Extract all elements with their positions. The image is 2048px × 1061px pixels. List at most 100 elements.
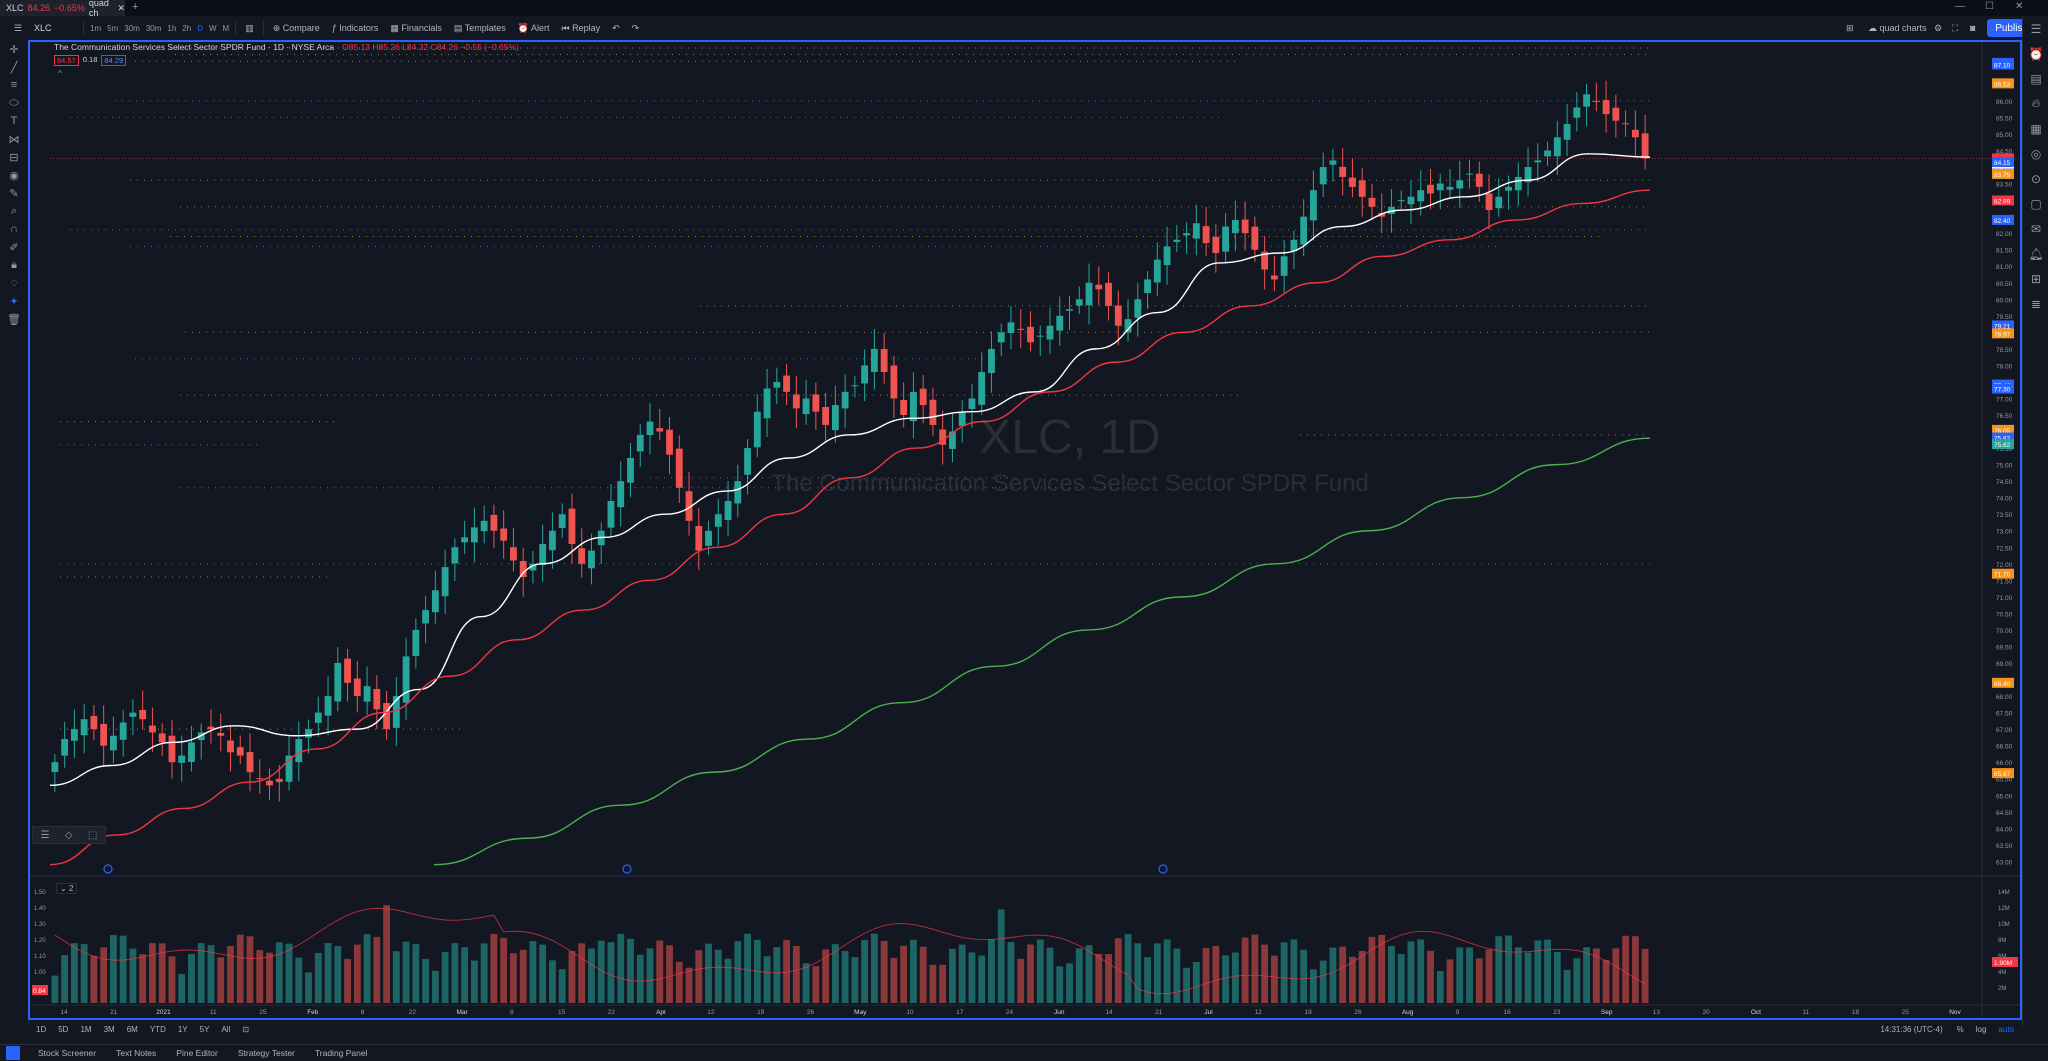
price-axis-label: 74.50	[1996, 479, 2013, 486]
minimize-icon[interactable]: —	[1955, 1, 1965, 12]
compare-button[interactable]: ⊕ Compare	[272, 22, 320, 33]
new-tab-icon[interactable]: +	[132, 1, 139, 13]
replay-button[interactable]: ⏮ Replay	[561, 22, 601, 33]
price-axis-label: 64.00	[1996, 826, 2013, 833]
tab-trading-panel[interactable]: Trading Panel	[314, 1048, 368, 1058]
hotlist-icon[interactable]: 🔥︎	[2031, 96, 2041, 110]
clock[interactable]: 14:31:36 (UTC-4)	[1880, 1024, 1943, 1034]
prediction-icon[interactable]: ⊟	[9, 151, 19, 164]
tab-text-notes[interactable]: Text Notes	[116, 1048, 157, 1058]
fib-icon[interactable]: ≡	[10, 79, 18, 91]
goto-date-icon[interactable]: ⊡	[242, 1024, 250, 1034]
range-5d[interactable]: 5D	[58, 1024, 69, 1034]
volume-pane-header[interactable]: ⌄ 2	[56, 883, 78, 894]
range-1d[interactable]: 1D	[36, 1024, 47, 1034]
volume-bar	[705, 943, 712, 1003]
trash-icon[interactable]: 🗑︎	[7, 313, 21, 326]
range-1y[interactable]: 1Y	[177, 1024, 188, 1034]
interval-30m[interactable]: 30m	[124, 23, 140, 33]
candles-icon[interactable]: ▥	[245, 22, 254, 33]
interval-5m[interactable]: 5m	[107, 23, 119, 33]
close-icon[interactable]: ✕	[117, 2, 125, 13]
interval-d[interactable]: D	[197, 23, 203, 33]
pattern-icon[interactable]: ⋈	[8, 133, 20, 146]
undo-icon[interactable]: ↶	[612, 22, 620, 33]
interval-1h[interactable]: 1h	[167, 23, 177, 33]
camera-icon[interactable]: ◙	[1970, 23, 1976, 33]
financials-button[interactable]: ▦ Financials	[390, 22, 442, 33]
legend-ohlc: O85.13 H85.26 L84.22 C84.26 −0.55 (−0.65…	[342, 42, 519, 52]
interval-m[interactable]: M	[222, 23, 230, 33]
chats-icon[interactable]: ▢	[2030, 196, 2042, 211]
select-icon[interactable]: ⬚	[87, 829, 98, 841]
volume-bar	[90, 955, 98, 1003]
brush-icon[interactable]: ⬭	[9, 96, 19, 109]
trendline-icon[interactable]: ╱	[10, 61, 18, 74]
layout-name-button[interactable]: ☁ quad charts	[1868, 22, 1927, 33]
alert-button[interactable]: ⏰ Alert	[517, 22, 550, 33]
messages-icon[interactable]: ✉	[2030, 221, 2042, 236]
maximize-icon[interactable]: ☐	[1985, 1, 1994, 12]
tab-stock-screener[interactable]: Stock Screener	[38, 1048, 97, 1058]
range-ytd[interactable]: YTD	[149, 1024, 166, 1034]
range-3m[interactable]: 3M	[103, 1024, 115, 1034]
interval-w[interactable]: W	[208, 23, 217, 33]
ideas-icon[interactable]: ◎	[2030, 146, 2042, 161]
hide-icon[interactable]: ◌	[10, 277, 18, 289]
range-1m[interactable]: 1M	[80, 1024, 92, 1034]
object-tree-icon[interactable]: ☰	[40, 829, 50, 841]
text-icon[interactable]: T	[10, 115, 18, 127]
lock-icon[interactable]: 🔒︎	[11, 258, 17, 271]
notifications-icon[interactable]: 🔔︎	[2028, 246, 2044, 261]
range-6m[interactable]: 6M	[126, 1024, 138, 1034]
alerts-icon[interactable]: ⏰	[2028, 46, 2044, 61]
interval-2h[interactable]: 2h	[182, 23, 192, 33]
order-panel-icon[interactable]: ⊞	[2030, 271, 2042, 286]
redo-icon[interactable]: ↷	[631, 22, 640, 33]
candle-body	[792, 394, 800, 409]
ruler-icon[interactable]: ✎	[9, 187, 19, 200]
scale-log[interactable]: log	[1975, 1024, 1987, 1034]
watchlist-icon[interactable]: ☰	[2030, 21, 2042, 36]
candle-body	[724, 500, 732, 520]
data-window-icon[interactable]: ▤	[2030, 71, 2042, 86]
range-5y[interactable]: 5Y	[199, 1024, 210, 1034]
candle-body	[1378, 213, 1386, 217]
tab-strategy-tester[interactable]: Strategy Tester	[237, 1048, 295, 1058]
templates-label: Templates	[464, 22, 506, 33]
zoom-icon[interactable]: ⌕	[10, 204, 18, 217]
indicators-button[interactable]: ƒ Indicators	[331, 23, 379, 33]
lock-draw-icon[interactable]: ✐	[9, 241, 19, 254]
favorites-icon[interactable]: ✦	[9, 295, 19, 308]
chart-pane[interactable]	[28, 40, 2022, 1020]
window-close-icon[interactable]: ✕	[2015, 1, 2024, 12]
crosshair-icon[interactable]: ✛	[9, 43, 19, 56]
volume-bar	[1114, 938, 1122, 1003]
fullscreen-icon[interactable]: ⛶	[1952, 22, 1959, 33]
magnet-icon[interactable]: ∩	[10, 223, 18, 235]
volume-bar	[1036, 939, 1044, 1003]
cursor-icon[interactable]: ◇	[64, 829, 73, 841]
interval-30m-b[interactable]: 30m	[145, 23, 162, 33]
symbol-search[interactable]: XLC	[34, 23, 52, 33]
right-sidebar: ☰ ⏰ ▤ 🔥︎ ▦ ◎ ⊙ ▢ ✉ 🔔︎ ⊞ ≣	[2022, 16, 2048, 1026]
eye-icon[interactable]: ◉	[9, 169, 19, 182]
streams-icon[interactable]: ⊙	[2030, 171, 2042, 186]
scale-percent[interactable]: %	[1956, 1024, 1964, 1034]
calendar-icon[interactable]: ▦	[2030, 121, 2042, 136]
tab-pine-editor[interactable]: Pine Editor	[176, 1048, 218, 1058]
dom-icon[interactable]: ≣	[2030, 296, 2042, 311]
range-all[interactable]: All	[221, 1024, 231, 1034]
legend-collapse[interactable]: ^	[58, 69, 62, 78]
settings-icon[interactable]: ⚙	[1934, 22, 1943, 33]
browser-tab[interactable]: XLC 84.26 −0.65% quad ch ✕	[0, 0, 125, 18]
interval-1m[interactable]: 1m	[90, 23, 102, 33]
candle-body	[539, 543, 547, 565]
time-axis-label: 21	[110, 1009, 118, 1016]
layout-grid-icon[interactable]: ⊞	[1846, 22, 1854, 33]
menu-icon[interactable]: ☰	[14, 22, 23, 33]
candle-body	[1339, 166, 1347, 177]
templates-button[interactable]: ▤ Templates	[453, 22, 506, 33]
scale-auto[interactable]: auto	[1998, 1024, 2014, 1034]
